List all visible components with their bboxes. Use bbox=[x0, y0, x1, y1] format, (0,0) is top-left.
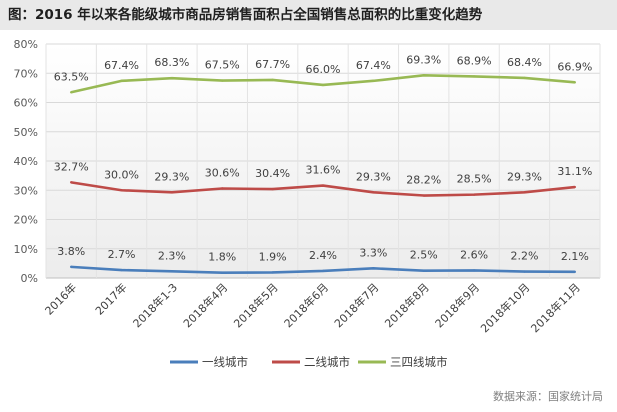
data-label: 29.3% bbox=[356, 170, 391, 183]
data-point bbox=[221, 187, 224, 190]
data-point bbox=[120, 189, 123, 192]
x-tick-label: 2018年6月 bbox=[281, 280, 331, 330]
data-label: 2.7% bbox=[108, 248, 136, 261]
x-tick-label: 2018年9月 bbox=[432, 280, 482, 330]
data-point bbox=[120, 268, 123, 272]
data-label: 30.6% bbox=[205, 166, 240, 179]
x-tick-label: 2018年8月 bbox=[382, 280, 432, 330]
data-point bbox=[523, 270, 526, 273]
data-point bbox=[271, 187, 274, 191]
data-point bbox=[69, 181, 73, 184]
data-point bbox=[221, 79, 224, 82]
y-axis-ticks: 0% 10% 20% 30% 40% 50% 60% 70% 80% bbox=[14, 38, 38, 285]
y-tick-label: 0% bbox=[21, 272, 38, 285]
data-label: 1.9% bbox=[259, 250, 287, 263]
y-tick-label: 40% bbox=[14, 155, 38, 168]
data-point bbox=[321, 269, 325, 273]
y-tick-label: 70% bbox=[14, 67, 38, 80]
line-chart: 0%10%20%30%40%50%60%70%80% 2016年 2017年 201… bbox=[14, 38, 601, 369]
data-point bbox=[69, 265, 73, 269]
data-label: 3.8% bbox=[57, 245, 85, 258]
data-label: 31.6% bbox=[306, 164, 341, 177]
data-label: 66.0% bbox=[306, 63, 341, 76]
data-point bbox=[573, 81, 577, 84]
data-label: 67.4% bbox=[356, 59, 391, 72]
x-tick-label: 2018年10月 bbox=[477, 280, 532, 335]
x-tick-label: 2018年11月 bbox=[528, 280, 583, 335]
data-point bbox=[221, 271, 224, 274]
y-tick-label: 30% bbox=[14, 184, 38, 197]
data-label: 29.3% bbox=[154, 170, 189, 183]
data-label: 2.5% bbox=[410, 249, 438, 262]
data-point bbox=[120, 79, 123, 83]
data-label: 32.7% bbox=[54, 160, 89, 173]
data-point bbox=[372, 191, 375, 194]
legend-label: 二线城市 bbox=[304, 355, 350, 369]
data-point bbox=[69, 91, 73, 94]
data-point bbox=[422, 269, 425, 272]
data-label: 29.3% bbox=[507, 170, 542, 183]
chart-title: 图：2016 年以来各能级城市商品房销售面积占全国销售总面积的比重变化趋势 bbox=[0, 0, 617, 30]
data-label: 31.1% bbox=[557, 165, 592, 178]
data-point bbox=[321, 83, 325, 87]
data-point bbox=[271, 78, 274, 82]
data-point bbox=[573, 185, 577, 189]
legend-label: 一线城市 bbox=[202, 355, 248, 369]
legend: 一线城市 二线城市 三四线城市 bbox=[170, 355, 448, 369]
data-point bbox=[523, 191, 526, 194]
data-label: 68.4% bbox=[507, 56, 542, 69]
data-point bbox=[170, 77, 174, 80]
data-label: 1.8% bbox=[208, 251, 236, 264]
data-point bbox=[422, 74, 425, 77]
x-tick-label: 2016年 bbox=[42, 280, 79, 317]
data-point bbox=[372, 267, 375, 270]
data-label: 28.5% bbox=[457, 173, 492, 186]
data-label: 2.4% bbox=[309, 249, 337, 262]
data-label: 68.3% bbox=[154, 56, 189, 69]
data-point bbox=[321, 184, 325, 187]
data-label: 2.3% bbox=[158, 249, 186, 262]
data-point bbox=[271, 271, 274, 274]
data-label: 28.2% bbox=[406, 174, 441, 187]
data-point bbox=[422, 194, 425, 197]
x-tick-label: 2018年1-3 bbox=[130, 280, 180, 330]
x-tick-label: 2017年 bbox=[92, 280, 129, 317]
x-tick-label: 2018年5月 bbox=[231, 280, 281, 330]
data-point bbox=[523, 76, 526, 80]
data-label: 68.9% bbox=[457, 54, 492, 67]
y-tick-label: 20% bbox=[14, 214, 38, 227]
data-point bbox=[573, 270, 577, 274]
data-label: 2.6% bbox=[460, 248, 488, 261]
data-label: 63.5% bbox=[54, 70, 89, 83]
y-tick-label: 60% bbox=[14, 97, 38, 110]
data-label: 30.0% bbox=[104, 168, 139, 181]
data-point bbox=[472, 269, 476, 272]
gridlines bbox=[45, 43, 601, 279]
data-label: 66.9% bbox=[557, 60, 592, 73]
x-tick-label: 2018年4月 bbox=[180, 280, 230, 330]
data-point bbox=[472, 75, 476, 78]
y-tick-label: 80% bbox=[14, 38, 38, 51]
y-tick-label: 10% bbox=[14, 243, 38, 256]
x-tick-label: 2018年7月 bbox=[331, 280, 381, 330]
data-label: 2.2% bbox=[510, 250, 538, 263]
data-label: 67.7% bbox=[255, 58, 290, 71]
series-lines bbox=[69, 73, 577, 275]
data-label: 30.4% bbox=[255, 167, 290, 180]
data-label: 67.4% bbox=[104, 59, 139, 72]
data-point bbox=[170, 191, 174, 194]
data-label: 2.1% bbox=[561, 250, 589, 263]
data-point bbox=[170, 270, 174, 273]
data-source: 数据来源：国家统计局 bbox=[493, 390, 603, 403]
data-label: 69.3% bbox=[406, 53, 441, 66]
legend-label: 三四线城市 bbox=[390, 355, 448, 369]
x-axis-ticks: 2016年 2017年 2018年1-3 2018年4月 2018年5月 2018年6月 2… bbox=[42, 280, 583, 335]
data-point bbox=[372, 79, 375, 83]
data-labels: 3.8% 2.7% 2.3% 1.8% 1.9% 2.4% 3.3% 2.5% 2.6% 2.2%… bbox=[54, 53, 593, 263]
data-label: 3.3% bbox=[359, 246, 387, 259]
y-tick-label: 50% bbox=[14, 126, 38, 139]
data-label: 67.5% bbox=[205, 59, 240, 72]
data-point bbox=[472, 193, 476, 196]
